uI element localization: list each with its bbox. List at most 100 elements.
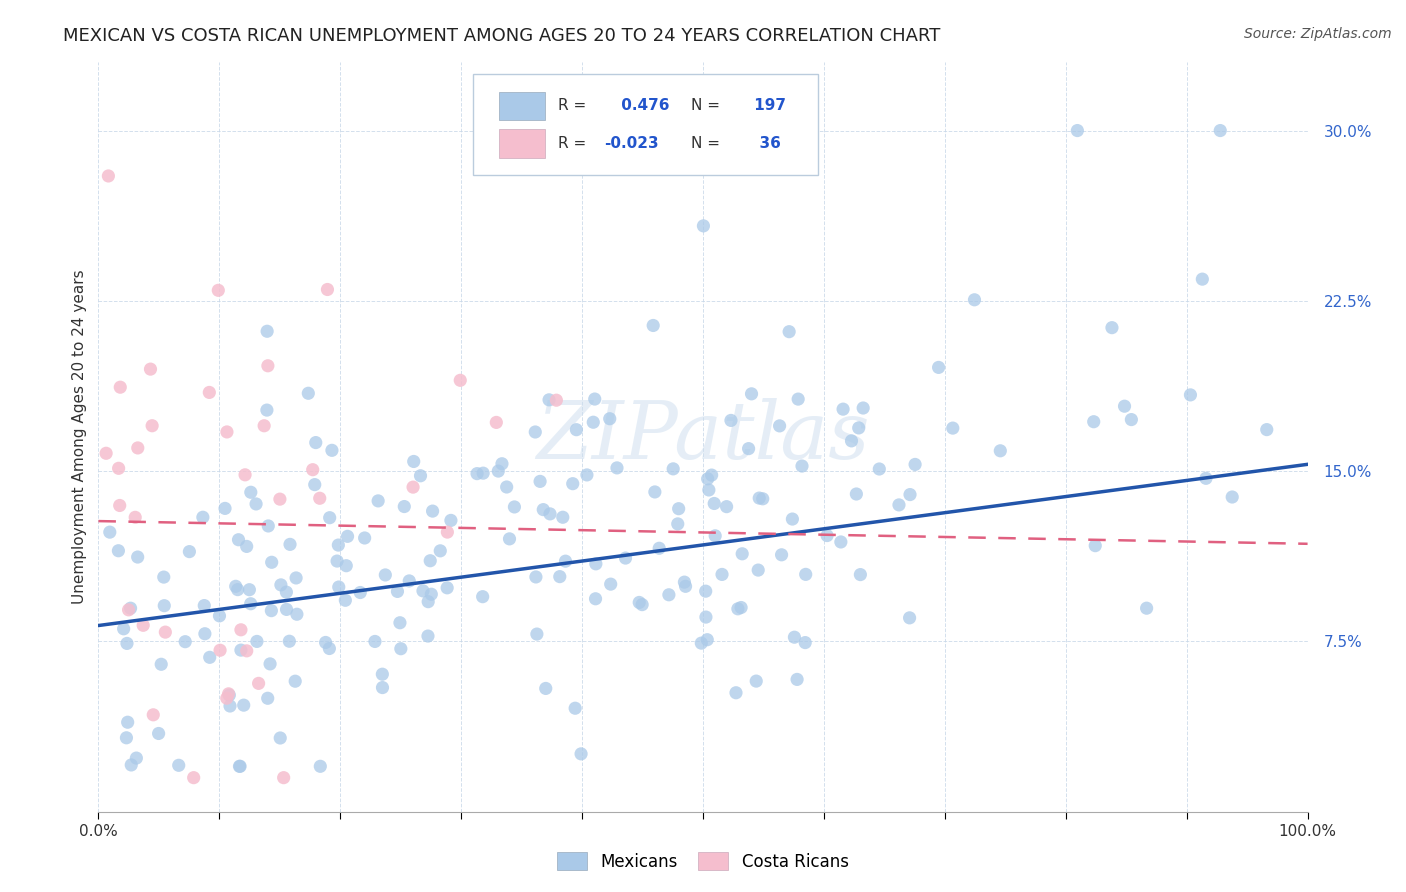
Point [98,525,121,540]
Point [832,402,855,417]
Point [422,504,444,518]
Point [887,498,910,512]
Point [704,529,727,543]
Point [304,477,326,491]
Point [259,657,281,671]
Point [229,759,252,773]
Point [198,650,221,665]
Point [1114,399,1136,413]
Point [716,500,738,514]
Point [316,283,339,297]
Point [107,461,129,475]
Point [398,574,420,588]
Point [790,458,813,473]
Point [117,715,139,730]
Point [783,630,806,644]
Point [120,601,142,615]
Point [988,443,1011,458]
Y-axis label: Unemployment Among Ages 20 to 24 years: Unemployment Among Ages 20 to 24 years [72,269,87,605]
Point [1066,123,1088,137]
Point [321,443,343,458]
Point [246,634,269,648]
Point [150,657,173,672]
Point [495,480,517,494]
Point [179,544,201,558]
Point [830,535,852,549]
Point [270,578,292,592]
Point [257,359,280,373]
Point [371,681,394,695]
Point [235,644,257,658]
Point [614,551,637,566]
Point [778,325,800,339]
Point [193,599,215,613]
FancyBboxPatch shape [474,74,818,175]
Point [731,547,754,561]
Point [115,731,138,745]
Point [700,468,723,483]
Point [256,691,278,706]
Point [112,622,135,636]
Point [963,293,986,307]
Point [841,434,863,448]
Point [658,588,681,602]
Point [1083,415,1105,429]
Point [374,568,396,582]
Point [695,610,717,624]
Point [218,688,240,702]
Point [561,476,583,491]
Point [183,771,205,785]
Point [485,416,508,430]
Point [148,726,170,740]
Point [153,599,176,613]
Point [367,494,389,508]
Point [720,413,742,427]
Legend: Mexicans, Costa Ricans: Mexicans, Costa Ricans [558,852,848,871]
Point [389,641,412,656]
Point [110,380,132,394]
Point [724,686,747,700]
Point [585,557,607,571]
Point [690,636,713,650]
Point [928,360,950,375]
Point [328,580,350,594]
Point [794,567,817,582]
Point [284,674,307,689]
Point [285,607,308,622]
Point [631,598,654,612]
Point [336,529,359,543]
Point [1191,272,1213,286]
Point [673,575,696,590]
Point [1136,601,1159,615]
Point [429,544,451,558]
Point [402,480,425,494]
Point [218,687,240,701]
Point [276,602,298,616]
Point [786,673,808,687]
Point [436,525,458,540]
Point [606,461,628,475]
Point [692,219,714,233]
Point [127,549,149,564]
Point [228,759,250,773]
Text: R =: R = [558,136,591,151]
Point [747,563,769,577]
Point [449,373,471,387]
Point [394,500,416,514]
Point [191,510,214,524]
Point [554,554,576,568]
Point [152,570,174,584]
Point [238,582,260,597]
Point [229,623,252,637]
Point [898,487,921,501]
Point [748,491,770,505]
Point [546,393,568,408]
Point [696,472,718,486]
Point [215,425,238,439]
Point [269,492,291,507]
Point [420,587,443,601]
Point [308,491,330,506]
Point [565,423,588,437]
Point [315,635,337,649]
Point [269,731,291,745]
